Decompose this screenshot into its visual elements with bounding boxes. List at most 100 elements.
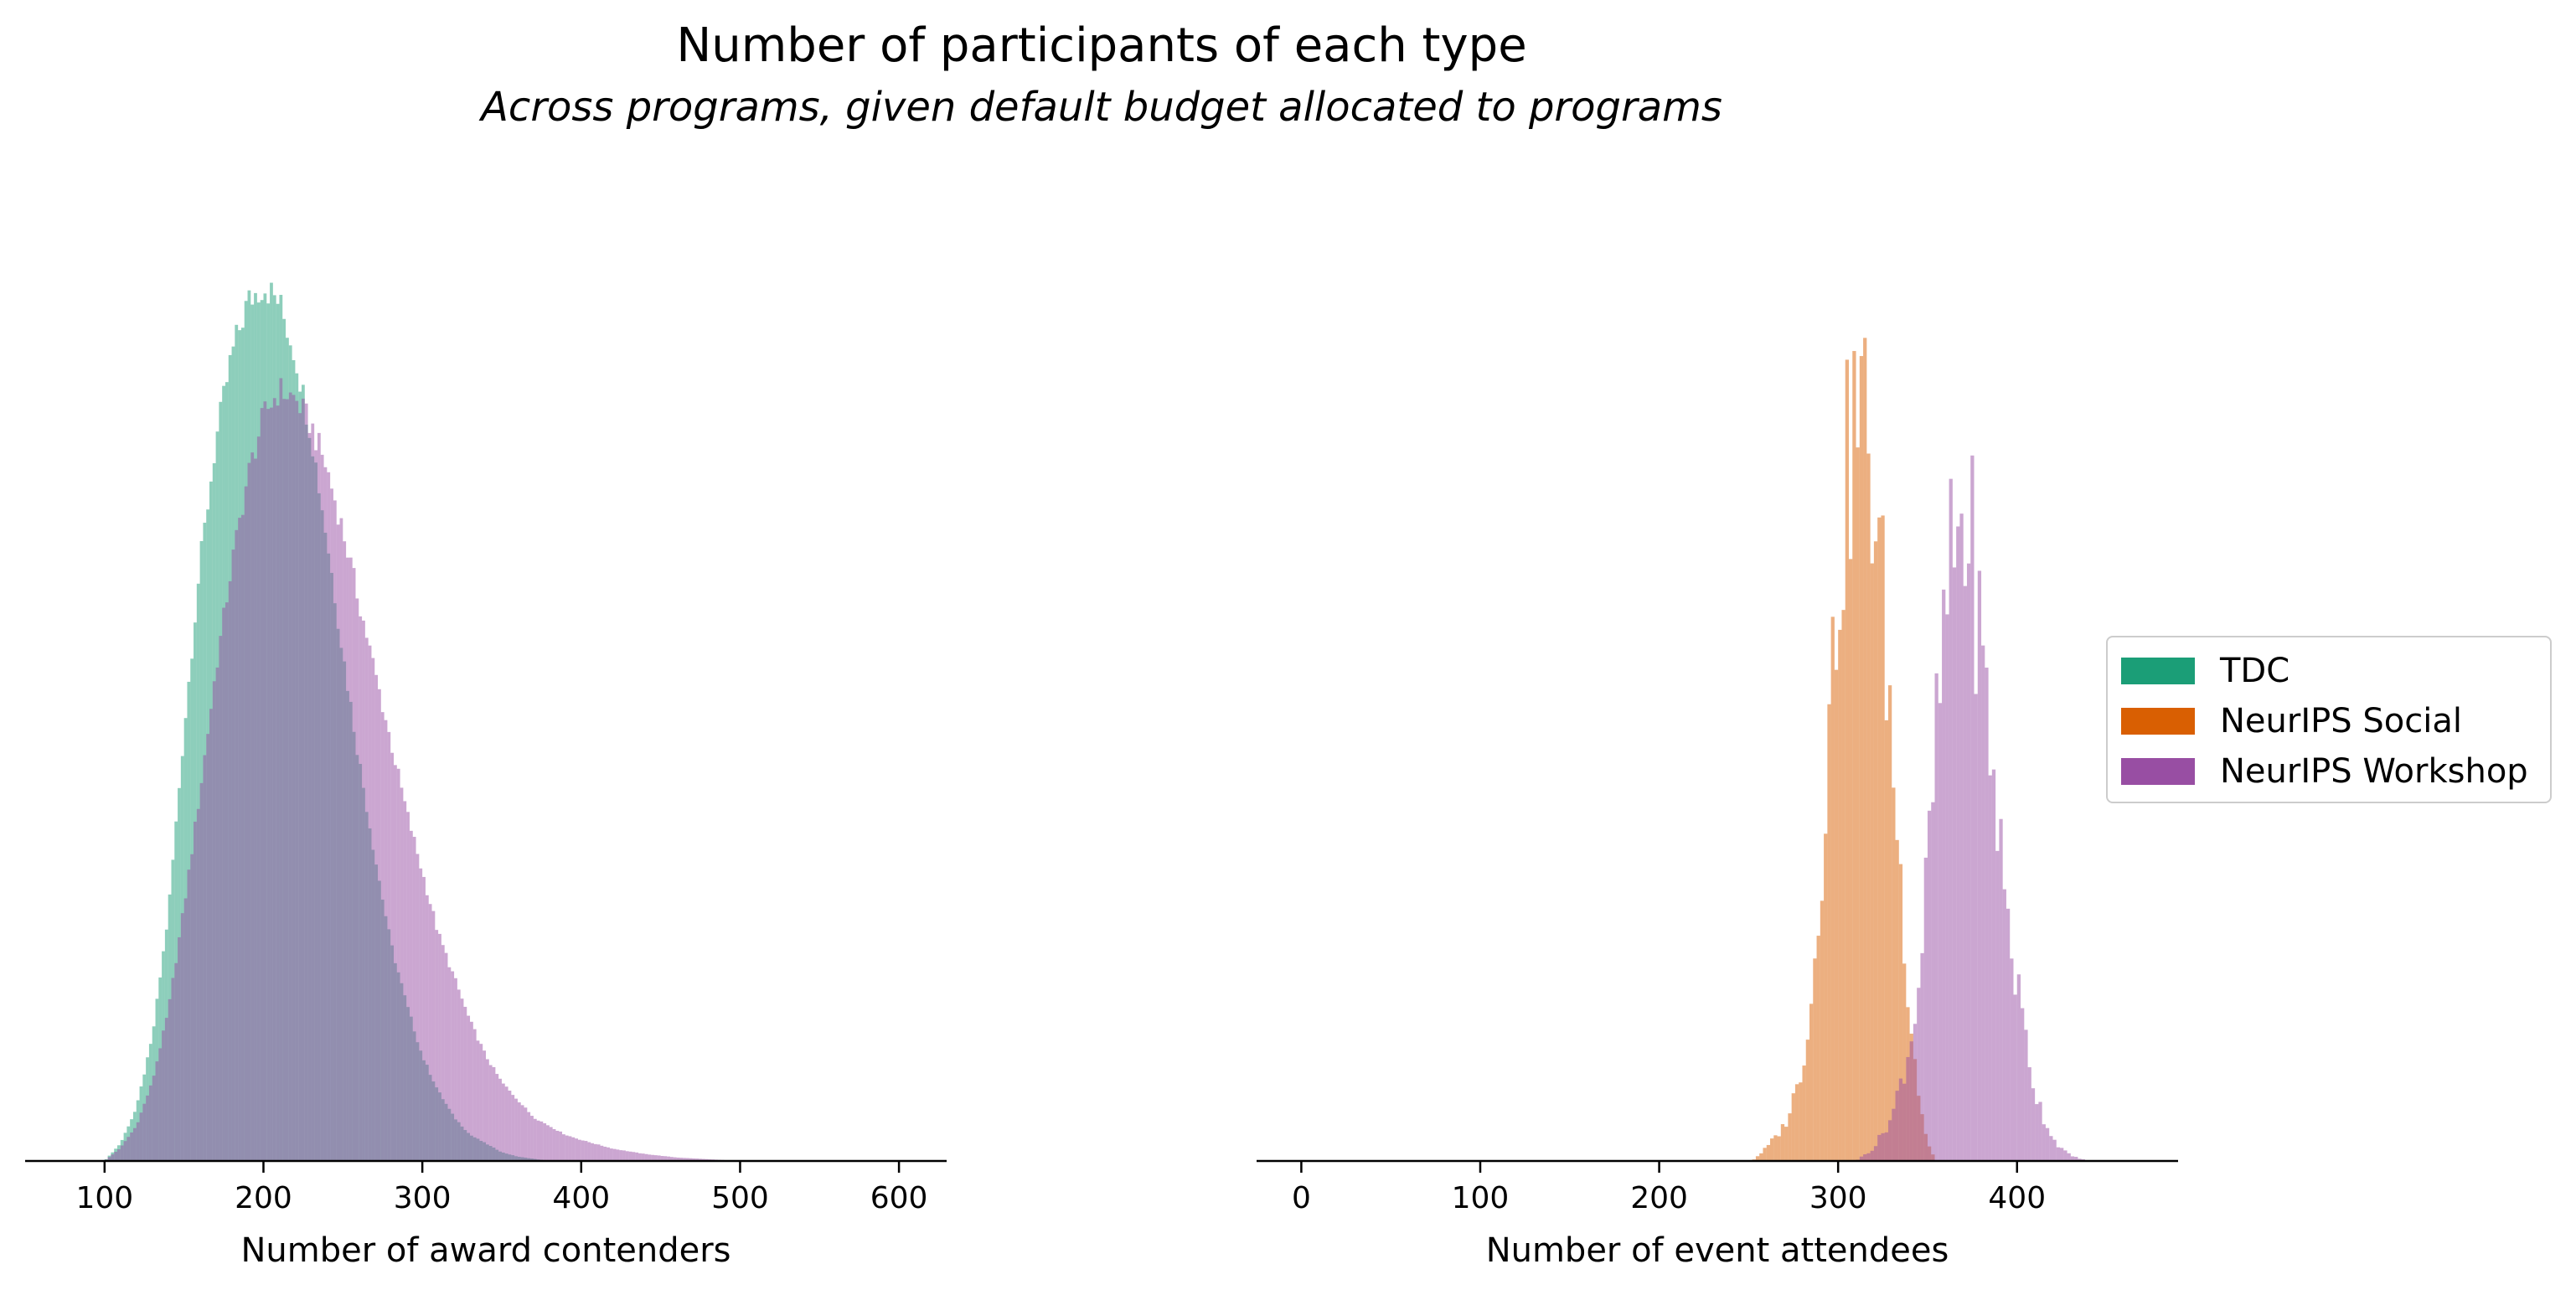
histogram-bar-neurips-workshop — [396, 768, 400, 1161]
histogram-bar-neurips-workshop — [470, 1021, 473, 1161]
histogram-bar-neurips-workshop — [667, 1156, 670, 1161]
histogram-bar-neurips-workshop — [2052, 1139, 2057, 1161]
histogram-bar-neurips-social — [1881, 515, 1885, 1161]
histogram-bar-neurips-workshop — [384, 720, 388, 1161]
histogram-bar-neurips-workshop — [228, 580, 232, 1161]
histogram-bar-neurips-workshop — [111, 1154, 115, 1161]
histogram-bar-neurips-workshop — [2038, 1102, 2042, 1161]
histogram-bar-neurips-workshop — [266, 409, 271, 1161]
histogram-bar-neurips-workshop — [2060, 1148, 2064, 1161]
legend-swatch-neurips-workshop — [2121, 758, 2195, 785]
histogram-bar-neurips-workshop — [699, 1158, 702, 1161]
histogram-bar-neurips-workshop — [403, 801, 407, 1161]
histogram-bar-neurips-workshop — [663, 1156, 668, 1161]
histogram-bar-neurips-workshop — [1920, 952, 1924, 1161]
histogram-bar-neurips-workshop — [196, 808, 200, 1161]
histogram-bar-neurips-workshop — [272, 398, 276, 1161]
histogram-bar-neurips-workshop — [123, 1141, 127, 1161]
histogram-bar-neurips-workshop — [539, 1121, 544, 1161]
histogram-bar-neurips-workshop — [575, 1138, 578, 1161]
histogram-bar-neurips-workshop — [431, 911, 436, 1161]
histogram-bar-neurips-social — [1824, 833, 1828, 1161]
histogram-bar-neurips-workshop — [400, 787, 404, 1161]
histogram-bar-neurips-social — [1788, 1113, 1792, 1161]
histogram-bar-neurips-workshop — [117, 1149, 121, 1161]
histogram-bar-neurips-workshop — [628, 1151, 632, 1161]
legend-swatch-tdc — [2121, 658, 2195, 684]
histogram-bar-neurips-workshop — [472, 1029, 477, 1161]
histogram-bar-neurips-workshop — [549, 1127, 553, 1161]
histogram-bar-neurips-workshop — [311, 423, 315, 1161]
histogram-bar-neurips-workshop — [148, 1085, 152, 1161]
histogram-bar-neurips-workshop — [438, 933, 441, 1161]
histogram-bar-neurips-workshop — [463, 1006, 467, 1161]
right-x-axis-label: Number of event attendees — [1486, 1231, 1949, 1270]
x-tick-label: 100 — [75, 1181, 133, 1215]
histogram-bar-neurips-workshop — [1970, 455, 1975, 1161]
histogram-bar-neurips-workshop — [1956, 526, 1960, 1161]
left-panel-bars — [104, 282, 741, 1162]
histogram-bar-neurips-workshop — [215, 667, 219, 1161]
histogram-bar-neurips-workshop — [673, 1157, 677, 1161]
histogram-bar-neurips-workshop — [1859, 1156, 1864, 1161]
histogram-bar-neurips-workshop — [260, 408, 264, 1161]
histogram-bar-neurips-workshop — [1959, 513, 1964, 1161]
histogram-bar-neurips-workshop — [270, 407, 273, 1162]
histogram-bar-neurips-social — [1830, 617, 1835, 1161]
histogram-bar-neurips-workshop — [578, 1139, 581, 1161]
histogram-bar-neurips-workshop — [2010, 958, 2014, 1161]
histogram-bar-neurips-workshop — [1938, 703, 1943, 1161]
histogram-bar-neurips-workshop — [330, 488, 333, 1161]
histogram-bar-neurips-workshop — [1870, 1150, 1874, 1161]
histogram-bar-neurips-workshop — [406, 812, 410, 1161]
histogram-bar-neurips-workshop — [676, 1157, 680, 1161]
histogram-bar-neurips-workshop — [552, 1128, 556, 1161]
legend-item-tdc: TDC — [2121, 651, 2289, 691]
histogram-bar-neurips-social — [1852, 351, 1856, 1161]
histogram-bar-neurips-workshop — [1866, 1153, 1871, 1161]
histogram-bar-neurips-workshop — [1892, 1108, 1896, 1161]
histogram-bar-neurips-workshop — [190, 854, 194, 1161]
histogram-bar-neurips-workshop — [635, 1152, 639, 1161]
histogram-bar-neurips-social — [1873, 541, 1878, 1161]
histogram-bar-neurips-workshop — [571, 1137, 576, 1161]
histogram-bar-neurips-workshop — [2070, 1156, 2075, 1161]
histogram-bar-neurips-workshop — [2035, 1104, 2039, 1161]
histogram-bar-neurips-workshop — [203, 755, 207, 1161]
histogram-bar-neurips-workshop — [543, 1122, 547, 1161]
histogram-bar-neurips-workshop — [451, 971, 455, 1161]
histogram-bar-neurips-workshop — [336, 524, 340, 1161]
histogram-bar-neurips-workshop — [317, 432, 321, 1161]
histogram-bar-neurips-workshop — [2013, 994, 2017, 1161]
x-tick-label: 200 — [235, 1181, 292, 1215]
histogram-bar-neurips-social — [1841, 610, 1846, 1161]
histogram-bar-neurips-workshop — [625, 1151, 629, 1161]
histogram-bar-neurips-workshop — [1898, 1078, 1903, 1161]
histogram-bar-neurips-workshop — [679, 1158, 684, 1161]
histogram-bar-neurips-workshop — [562, 1134, 565, 1161]
histogram-bar-neurips-workshop — [479, 1044, 483, 1161]
histogram-bar-neurips-workshop — [508, 1091, 512, 1161]
histogram-bar-neurips-workshop — [486, 1059, 489, 1161]
histogram-bar-neurips-social — [1784, 1127, 1789, 1161]
histogram-bar-neurips-workshop — [323, 467, 328, 1161]
histogram-bar-neurips-workshop — [1949, 478, 1953, 1161]
histogram-bar-neurips-workshop — [416, 854, 420, 1161]
histogram-bar-neurips-workshop — [231, 549, 235, 1161]
histogram-bar-neurips-workshop — [219, 636, 223, 1161]
histogram-bar-neurips-workshop — [355, 598, 359, 1161]
histogram-bar-neurips-social — [1755, 1156, 1760, 1161]
histogram-bar-neurips-workshop — [1966, 563, 1971, 1161]
histogram-bar-neurips-workshop — [504, 1086, 508, 1161]
histogram-bar-neurips-workshop — [247, 462, 251, 1161]
histogram-bar-neurips-workshop — [447, 967, 452, 1161]
histogram-bar-neurips-workshop — [498, 1078, 502, 1161]
histogram-bar-neurips-workshop — [591, 1143, 594, 1161]
histogram-bar-neurips-workshop — [307, 432, 312, 1161]
histogram-bar-neurips-workshop — [607, 1147, 610, 1161]
histogram-bar-neurips-workshop — [212, 681, 216, 1161]
histogram-bar-neurips-workshop — [183, 898, 188, 1161]
histogram-bar-neurips-social — [1802, 1065, 1806, 1161]
histogram-bar-neurips-social — [1863, 338, 1867, 1161]
histogram-bar-neurips-workshop — [1991, 769, 1996, 1161]
